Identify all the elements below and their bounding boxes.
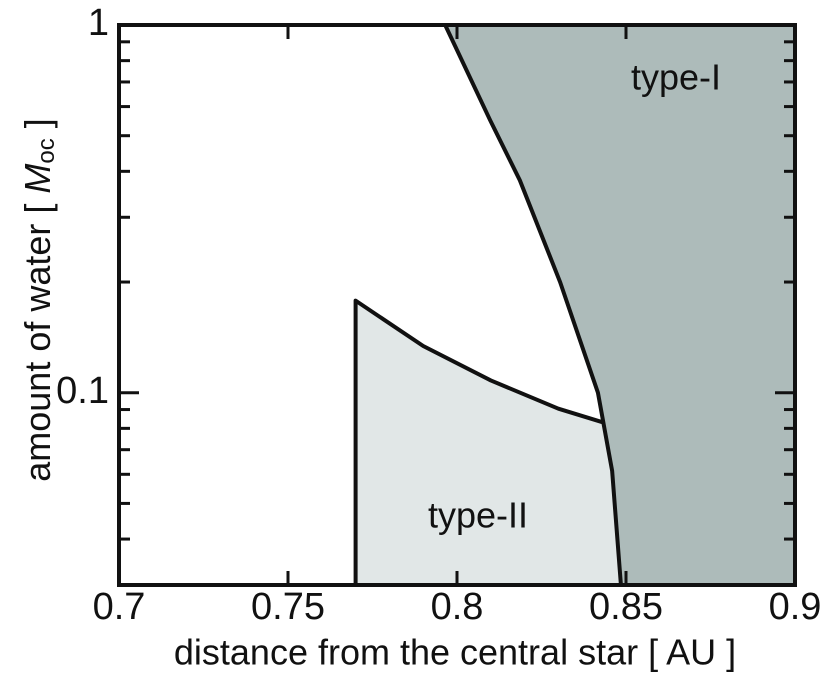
boundary-type-I [443, 24, 623, 586]
x-tick-label: 0.75 [251, 586, 325, 628]
y-label-symbol: M [17, 164, 58, 194]
region-type-I [445, 25, 795, 585]
x-tick-label: 0.7 [93, 586, 146, 628]
y-label-text: amount of water [ [17, 194, 58, 482]
region-label: type-II [428, 495, 528, 536]
y-tick-label: 1 [88, 2, 109, 44]
y-label-close: ] [17, 118, 58, 138]
y-axis-label: amount of water [ Moc ] [17, 118, 61, 482]
y-tick-label: 0.1 [56, 370, 109, 412]
x-tick-label: 0.85 [589, 586, 663, 628]
boundary-type-II [353, 298, 605, 585]
x-axis-label: distance from the central star [ AU ] [174, 632, 736, 673]
region-type-II [355, 300, 621, 585]
y-label-subscript: oc [33, 138, 60, 163]
region-label: type-I [631, 57, 721, 98]
x-tick-label: 0.8 [431, 586, 484, 628]
x-tick-label: 0.9 [769, 586, 822, 628]
